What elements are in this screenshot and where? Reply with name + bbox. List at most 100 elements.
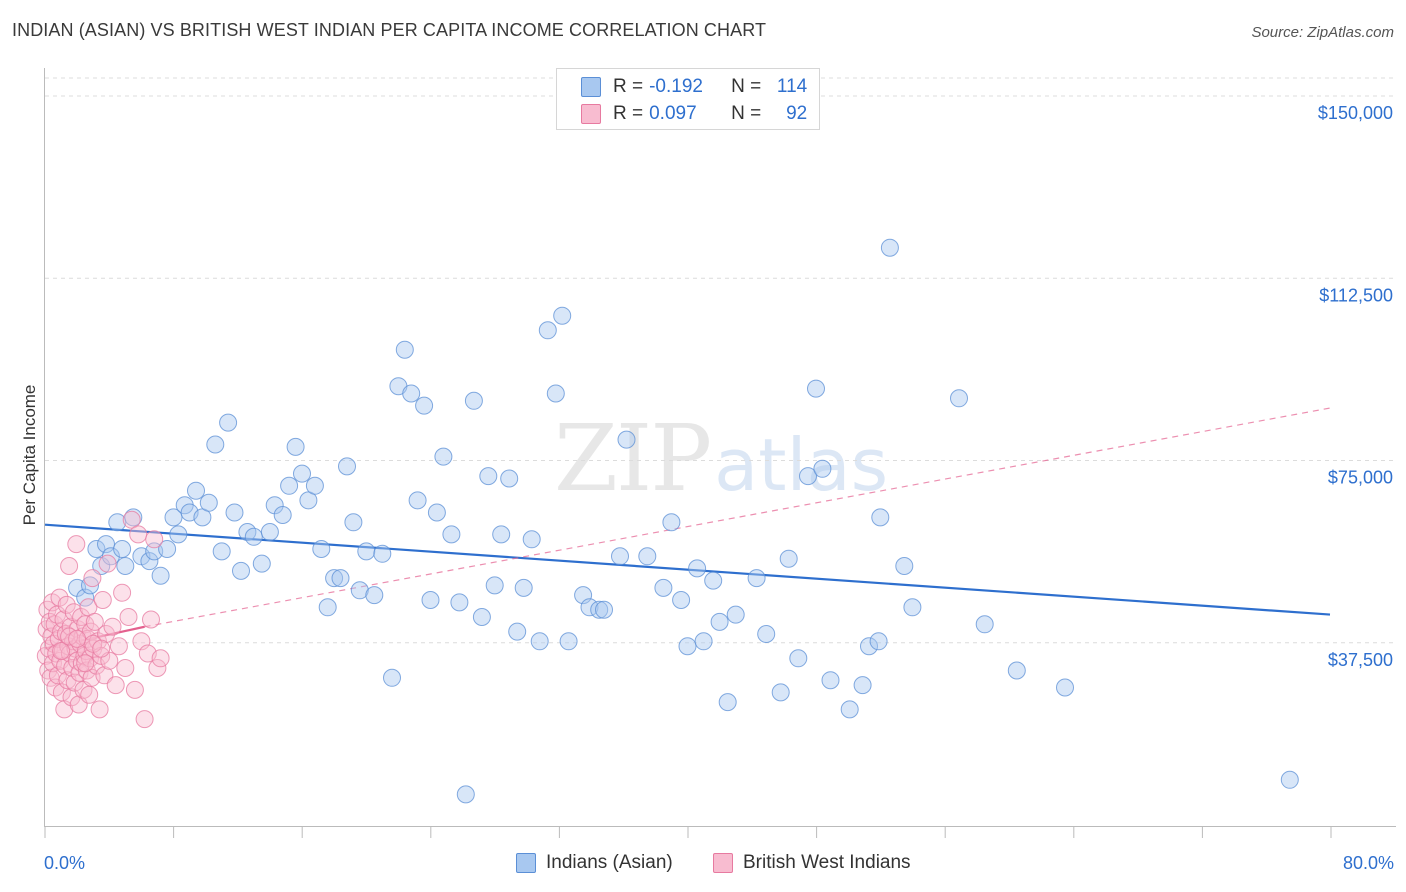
indians-point <box>421 591 440 609</box>
r-value: 0.097 <box>649 103 697 124</box>
series-legend: Indians (Asian) British West Indians <box>0 852 1406 878</box>
indians-point <box>559 632 578 651</box>
stats-legend-row-indians: R = -0.192 N = 114 <box>581 75 807 99</box>
british-west-indians-point <box>83 569 102 588</box>
british-west-indians-point <box>93 591 112 609</box>
british-west-indians-point <box>80 685 99 704</box>
indians-point <box>595 600 613 619</box>
british-west-indians-swatch <box>581 104 601 124</box>
british-west-indians-point <box>76 654 95 673</box>
indians-point <box>672 591 691 609</box>
indians-point <box>654 578 673 597</box>
indians-point <box>187 481 205 500</box>
indians-point <box>479 467 498 486</box>
british-west-indians-point <box>142 610 160 629</box>
trend-layer <box>44 407 1331 650</box>
indians-point <box>140 552 159 571</box>
british-west-indians-point <box>52 642 71 660</box>
indians-point <box>694 632 713 651</box>
indians-point <box>219 413 238 432</box>
legend-item-indians[interactable]: Indians (Asian) <box>516 852 673 874</box>
indians-point <box>813 459 832 478</box>
indians-point <box>871 508 890 527</box>
indians-point <box>807 379 825 398</box>
british-west-indians-point <box>50 588 69 607</box>
r-label: R = <box>613 103 644 124</box>
british-west-indians-point <box>145 530 164 549</box>
indians-point <box>286 437 305 456</box>
indians-point <box>492 525 511 544</box>
indians-point <box>1007 661 1026 680</box>
indians-point <box>206 435 225 454</box>
n-label: N = <box>731 76 762 97</box>
british-west-indians-trend-extension <box>144 407 1331 628</box>
british-west-indians-point <box>103 617 122 636</box>
label-layer: $37,500 $75,000 $112,500 $150,000 0.0% 80.0% <box>44 103 1394 873</box>
british-west-indians-point <box>116 659 135 677</box>
indians-point <box>212 542 231 561</box>
indians-point <box>293 464 311 483</box>
indians-point <box>821 671 840 690</box>
indians-point <box>538 321 557 340</box>
indians-point <box>357 542 376 561</box>
chart-source: Source: ZipAtlas.com <box>1251 24 1394 41</box>
indians-point <box>325 569 344 588</box>
indians-point <box>232 561 250 580</box>
indians-point <box>704 571 723 590</box>
british-west-indians-point <box>68 629 87 648</box>
x-tick-label: 80.0% <box>1343 853 1394 873</box>
chart-title: INDIAN (ASIAN) VS BRITISH WEST INDIAN PE… <box>12 20 767 40</box>
british-west-indians-point <box>113 583 132 602</box>
indians-point <box>678 637 697 656</box>
british-west-indians-point <box>54 610 73 629</box>
british-west-indians-point <box>109 637 128 656</box>
r-value: -0.192 <box>649 76 703 97</box>
indians-point <box>710 612 729 631</box>
indians-point <box>662 513 681 532</box>
indians-point <box>87 540 106 558</box>
indians-legend-swatch <box>516 853 536 873</box>
n-label: N = <box>731 103 762 124</box>
british-west-indians-legend-swatch <box>713 853 733 873</box>
indians-point <box>450 593 469 612</box>
indians-point <box>365 586 384 605</box>
indians-point <box>840 700 859 719</box>
legend-item-british-west-indians[interactable]: British West Indians <box>713 852 911 874</box>
british-west-indians-point <box>48 666 67 685</box>
indians-point <box>747 569 766 588</box>
indians-point <box>383 668 401 687</box>
indians-point <box>273 506 292 524</box>
x-tick-label: 0.0% <box>44 853 85 873</box>
british-west-indians-point <box>97 625 115 643</box>
y-tick-label: $150,000 <box>1318 103 1393 123</box>
indians-point <box>164 508 183 527</box>
y-tick-label: $75,000 <box>1328 468 1393 488</box>
indians-point <box>344 513 363 532</box>
british-west-indians-point <box>148 659 167 677</box>
indians-point <box>97 535 115 554</box>
indians-point <box>903 598 922 617</box>
british-west-indians-point <box>151 649 170 668</box>
indians-point <box>408 491 427 510</box>
british-west-indians-point <box>106 676 125 695</box>
indians-point <box>638 547 657 566</box>
indians-point <box>530 632 549 651</box>
indians-point <box>225 503 244 522</box>
indians-point <box>950 389 968 408</box>
indians-point <box>158 540 177 558</box>
british-west-indians-point <box>98 554 117 573</box>
stats-legend-row-british-west-indians: R = 0.097 N = 92 <box>581 102 807 126</box>
indians-point <box>318 598 337 617</box>
indians-point <box>76 588 95 607</box>
indians-point <box>590 600 609 619</box>
indians-point <box>415 396 434 415</box>
indians-trend-line <box>44 523 1331 616</box>
indians-point <box>1280 770 1299 789</box>
indians-point <box>427 503 446 522</box>
indians-point <box>757 625 776 643</box>
indians-point <box>464 391 483 410</box>
grid-layer <box>45 77 1395 644</box>
indians-swatch <box>581 77 601 97</box>
indians-point <box>789 649 808 668</box>
indians-point <box>869 632 888 651</box>
